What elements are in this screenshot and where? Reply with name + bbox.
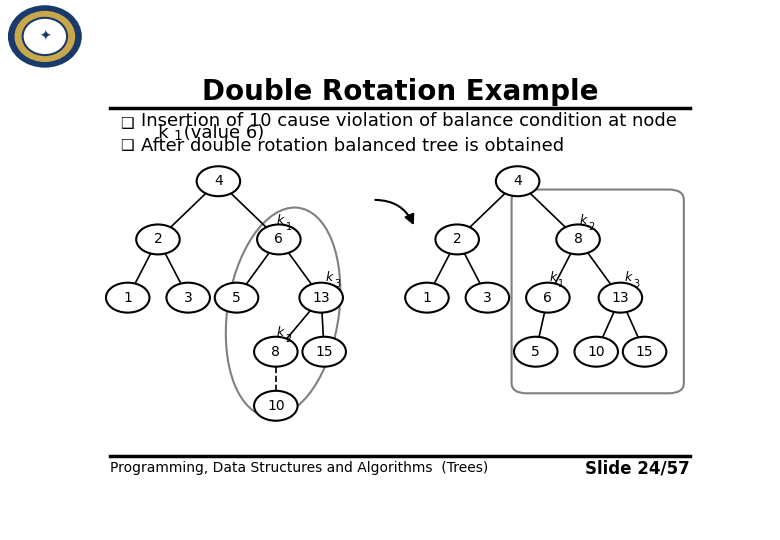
Text: 13: 13 [312, 291, 330, 305]
Text: 2: 2 [285, 334, 291, 344]
Text: 2: 2 [588, 221, 594, 232]
Text: 8: 8 [573, 232, 583, 246]
Circle shape [574, 337, 618, 367]
Circle shape [556, 225, 600, 254]
Text: 10: 10 [267, 399, 285, 413]
Circle shape [215, 282, 258, 313]
Text: k: k [277, 214, 284, 227]
Circle shape [23, 18, 67, 55]
Text: k: k [326, 271, 333, 284]
Text: 4: 4 [214, 174, 223, 188]
Text: 3: 3 [335, 279, 341, 288]
Text: 1: 1 [173, 129, 183, 143]
Text: k: k [550, 271, 557, 284]
Text: 2: 2 [154, 232, 162, 246]
Text: 6: 6 [275, 232, 283, 246]
Text: k: k [141, 124, 168, 143]
Text: 15: 15 [315, 345, 333, 359]
Circle shape [166, 282, 210, 313]
Text: 1: 1 [123, 291, 132, 305]
Text: 10: 10 [587, 345, 605, 359]
Circle shape [257, 225, 300, 254]
Text: 2: 2 [453, 232, 462, 246]
Text: k: k [276, 327, 284, 340]
Circle shape [254, 391, 298, 421]
Text: 1: 1 [423, 291, 431, 305]
Text: k: k [580, 214, 587, 227]
Circle shape [526, 282, 569, 313]
Circle shape [622, 337, 666, 367]
Circle shape [303, 337, 346, 367]
Text: 6: 6 [544, 291, 552, 305]
Circle shape [254, 337, 298, 367]
Text: 1: 1 [285, 221, 292, 232]
Circle shape [514, 337, 558, 367]
Circle shape [496, 166, 540, 196]
Text: 5: 5 [531, 345, 540, 359]
Circle shape [300, 282, 343, 313]
Text: After double rotation balanced tree is obtained: After double rotation balanced tree is o… [141, 137, 564, 155]
Text: 3: 3 [184, 291, 193, 305]
Text: k: k [625, 271, 632, 284]
Text: 3: 3 [633, 279, 640, 288]
Circle shape [405, 282, 448, 313]
Text: ✦: ✦ [39, 30, 51, 43]
Text: Slide 24/57: Slide 24/57 [585, 459, 690, 477]
Text: 5: 5 [232, 291, 241, 305]
Text: Programming, Data Structures and Algorithms  (Trees): Programming, Data Structures and Algorit… [109, 461, 488, 475]
Text: 1: 1 [558, 279, 564, 288]
Circle shape [197, 166, 240, 196]
Circle shape [15, 11, 74, 62]
Circle shape [435, 225, 479, 254]
Text: 13: 13 [612, 291, 629, 305]
Text: 8: 8 [271, 345, 280, 359]
Circle shape [598, 282, 642, 313]
Text: 3: 3 [483, 291, 491, 305]
Text: 15: 15 [636, 345, 654, 359]
Text: Double Rotation Example: Double Rotation Example [201, 78, 598, 106]
Circle shape [136, 225, 179, 254]
Circle shape [9, 6, 80, 66]
Text: ❑: ❑ [120, 116, 134, 131]
Text: 4: 4 [513, 174, 522, 188]
Text: (value 6): (value 6) [178, 124, 264, 143]
Text: ❑: ❑ [120, 138, 134, 153]
Text: Insertion of 10 cause violation of balance condition at node: Insertion of 10 cause violation of balan… [141, 112, 677, 130]
Circle shape [106, 282, 150, 313]
Circle shape [466, 282, 509, 313]
